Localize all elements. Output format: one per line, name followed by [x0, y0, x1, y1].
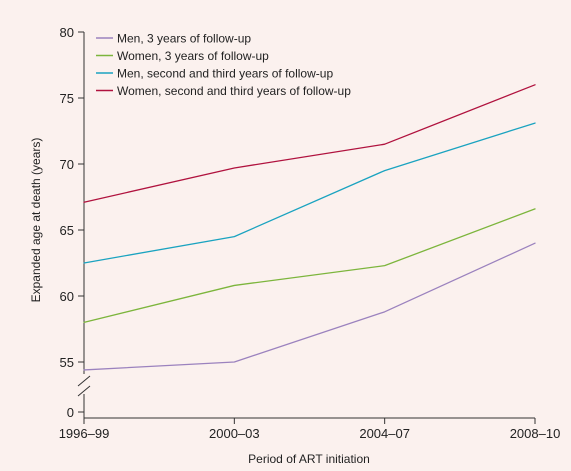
series-layer	[83, 84, 536, 371]
y-tick-label: 0	[67, 405, 74, 420]
axis-break-mark	[77, 385, 91, 397]
y-tick-label: 65	[60, 223, 74, 238]
y-tick-label: 70	[60, 157, 74, 172]
legend-label: Men, second and third years of follow-up	[117, 67, 333, 81]
x-tick-label: 1996–99	[59, 426, 110, 441]
legend: Men, 3 years of follow-up Women, 3 years …	[96, 32, 351, 98]
y-tick-label: 55	[60, 355, 74, 370]
axis-break-mark	[77, 375, 91, 387]
series-line-1	[83, 242, 536, 371]
series-line-2	[83, 208, 536, 324]
series-line-3	[83, 122, 536, 264]
legend-label: Women, second and third years of follow-…	[117, 84, 351, 98]
series-line-4	[83, 84, 536, 203]
y-tick-label: 80	[60, 25, 74, 40]
legend-label: Women, 3 years of follow-up	[117, 49, 269, 63]
y-tick-label: 75	[60, 91, 74, 106]
y-tick-label: 60	[60, 289, 74, 304]
x-tick-label: 2000–03	[209, 426, 260, 441]
y-axis-title: Expanded age at death (years)	[29, 138, 43, 303]
x-tick-label: 2004–07	[359, 426, 410, 441]
x-tick-label: 2008–10	[510, 426, 561, 441]
legend-label: Men, 3 years of follow-up	[117, 32, 251, 46]
axes: 55 60 65 70 75 80 0 1996–99 2000–03 2004–07 2008–1…	[59, 25, 561, 441]
x-axis-title: Period of ART initiation	[248, 452, 370, 466]
